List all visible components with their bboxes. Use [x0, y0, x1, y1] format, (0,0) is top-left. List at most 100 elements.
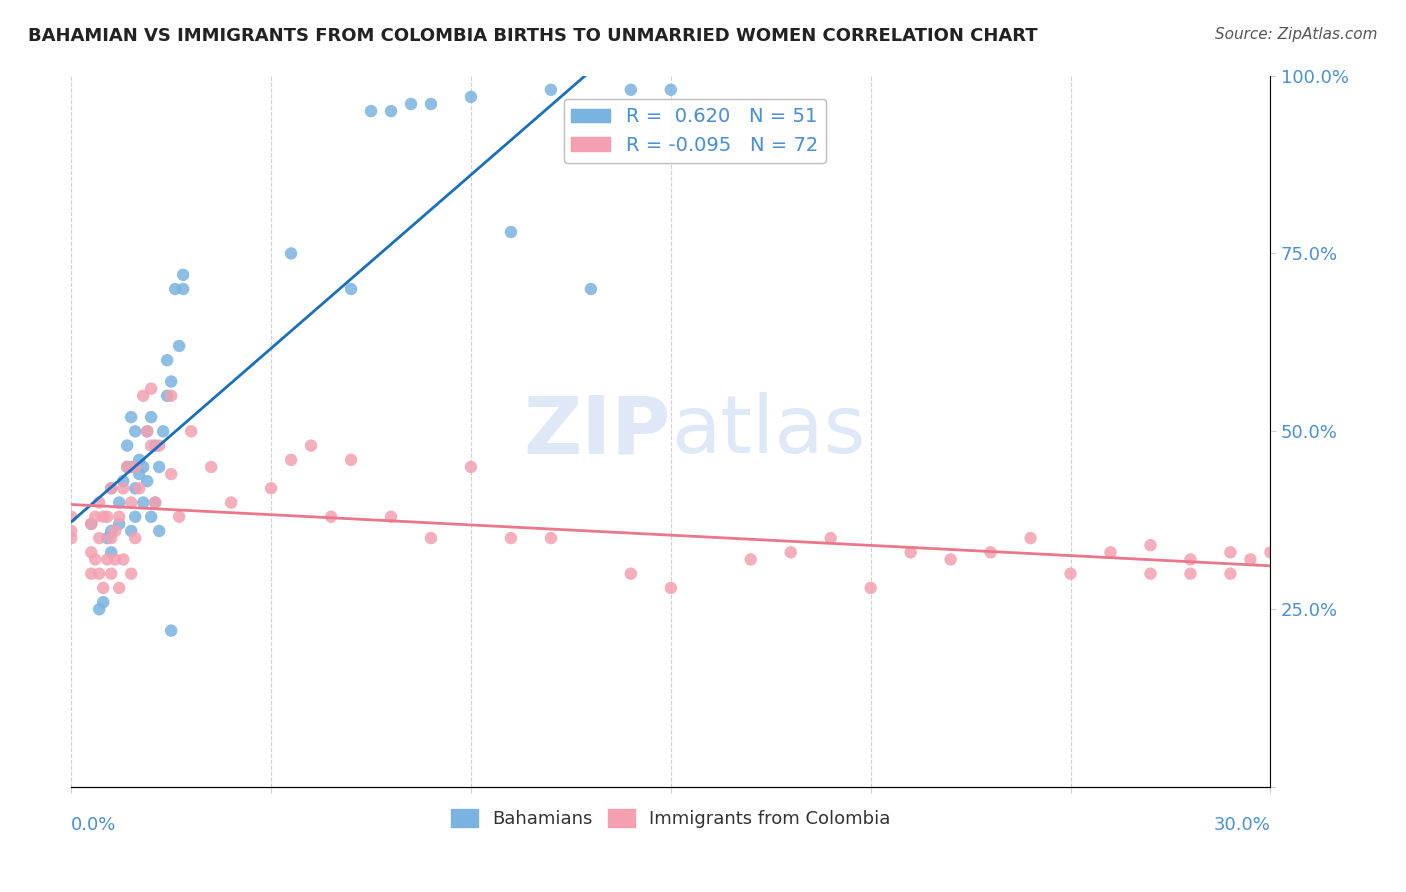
Point [659, 581, 682, 595]
Point [112, 481, 135, 495]
Point [360, 104, 382, 119]
Point [152, 425, 174, 439]
Point [124, 531, 146, 545]
Point [172, 268, 194, 282]
Point [980, 545, 1002, 559]
Point [399, 97, 422, 112]
Point [380, 104, 402, 119]
Point [340, 282, 363, 296]
Point [579, 282, 602, 296]
Point [124, 425, 146, 439]
Point [60, 509, 83, 524]
Point [96, 509, 118, 524]
Point [104, 552, 127, 566]
Point [100, 545, 122, 559]
Point [120, 410, 142, 425]
Point [141, 410, 163, 425]
Point [96, 552, 118, 566]
Point [84, 552, 107, 566]
Point [115, 459, 138, 474]
Point [100, 531, 122, 545]
Point [143, 495, 166, 509]
Point [80, 516, 103, 531]
Point [1139, 538, 1161, 552]
Point [180, 425, 202, 439]
Point [128, 452, 150, 467]
Point [620, 566, 643, 581]
Point [1239, 552, 1261, 566]
Point [100, 524, 122, 538]
Point [96, 531, 118, 545]
Point [136, 474, 159, 488]
Point [160, 467, 183, 481]
Point [89, 566, 111, 581]
Point [939, 552, 962, 566]
Point [80, 566, 103, 581]
Point [108, 581, 131, 595]
Point [112, 552, 135, 566]
Point [148, 459, 170, 474]
Point [148, 524, 170, 538]
Point [280, 246, 302, 260]
Point [165, 282, 187, 296]
Point [779, 545, 801, 559]
Point [540, 531, 562, 545]
Point [136, 425, 159, 439]
Point [499, 531, 522, 545]
Point [108, 495, 131, 509]
Point [120, 495, 142, 509]
Point [91, 595, 114, 609]
Point [420, 531, 443, 545]
Point [115, 439, 138, 453]
Text: BAHAMIAN VS IMMIGRANTS FROM COLOMBIA BIRTHS TO UNMARRIED WOMEN CORRELATION CHART: BAHAMIAN VS IMMIGRANTS FROM COLOMBIA BIR… [28, 27, 1038, 45]
Point [115, 459, 138, 474]
Point [380, 509, 402, 524]
Point [124, 481, 146, 495]
Point [108, 509, 131, 524]
Point [132, 495, 155, 509]
Point [141, 382, 163, 396]
Point [820, 531, 842, 545]
Point [124, 459, 146, 474]
Point [1059, 566, 1081, 581]
Text: 30.0%: 30.0% [1213, 816, 1271, 834]
Point [460, 90, 482, 104]
Point [112, 474, 135, 488]
Point [132, 459, 155, 474]
Point [91, 581, 114, 595]
Point [60, 531, 83, 545]
Point [80, 516, 103, 531]
Point [100, 481, 122, 495]
Point [340, 452, 363, 467]
Point [167, 509, 190, 524]
Point [1219, 566, 1241, 581]
Point [219, 495, 242, 509]
Point [132, 389, 155, 403]
Point [460, 459, 482, 474]
Point [143, 495, 166, 509]
Point [60, 524, 83, 538]
Point [499, 225, 522, 239]
Point [620, 83, 643, 97]
Text: atlas: atlas [671, 392, 865, 470]
Point [128, 481, 150, 495]
Point [740, 552, 762, 566]
Point [120, 524, 142, 538]
Text: Source: ZipAtlas.com: Source: ZipAtlas.com [1215, 27, 1378, 42]
Point [80, 545, 103, 559]
Point [1099, 545, 1122, 559]
Point [1260, 545, 1282, 559]
Point [160, 389, 183, 403]
Point [156, 353, 179, 368]
Point [136, 425, 159, 439]
Point [89, 531, 111, 545]
Point [900, 545, 922, 559]
Point [143, 439, 166, 453]
Point [1219, 545, 1241, 559]
Point [100, 481, 122, 495]
Point [124, 509, 146, 524]
Point [172, 282, 194, 296]
Point [200, 459, 222, 474]
Point [148, 439, 170, 453]
Point [120, 566, 142, 581]
